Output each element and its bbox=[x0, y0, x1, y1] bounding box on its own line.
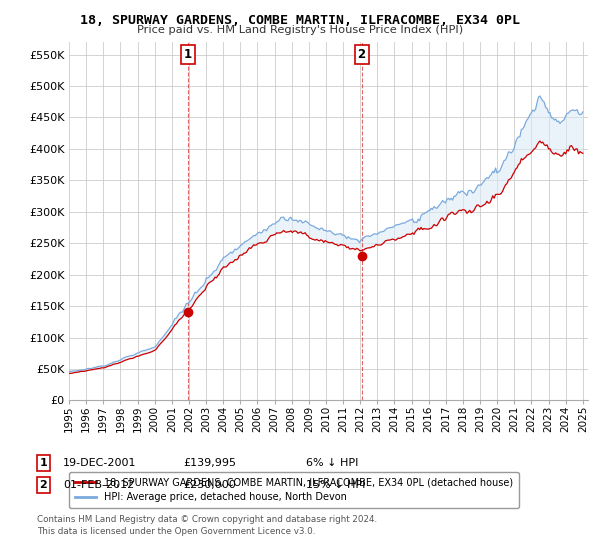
Text: This data is licensed under the Open Government Licence v3.0.: This data is licensed under the Open Gov… bbox=[37, 528, 316, 536]
Text: 19-DEC-2001: 19-DEC-2001 bbox=[63, 458, 137, 468]
Text: 2: 2 bbox=[358, 48, 365, 61]
Text: 6% ↓ HPI: 6% ↓ HPI bbox=[306, 458, 358, 468]
Text: Price paid vs. HM Land Registry's House Price Index (HPI): Price paid vs. HM Land Registry's House … bbox=[137, 25, 463, 35]
Legend: 18, SPURWAY GARDENS, COMBE MARTIN, ILFRACOMBE, EX34 0PL (detached house), HPI: A: 18, SPURWAY GARDENS, COMBE MARTIN, ILFRA… bbox=[68, 472, 518, 508]
Text: 15% ↓ HPI: 15% ↓ HPI bbox=[306, 480, 365, 490]
Text: £230,000: £230,000 bbox=[183, 480, 236, 490]
Text: 2: 2 bbox=[40, 480, 47, 490]
Text: Contains HM Land Registry data © Crown copyright and database right 2024.: Contains HM Land Registry data © Crown c… bbox=[37, 515, 377, 524]
Text: 01-FEB-2012: 01-FEB-2012 bbox=[63, 480, 134, 490]
Text: 1: 1 bbox=[184, 48, 192, 61]
Text: 18, SPURWAY GARDENS, COMBE MARTIN, ILFRACOMBE, EX34 0PL: 18, SPURWAY GARDENS, COMBE MARTIN, ILFRA… bbox=[80, 14, 520, 27]
Text: £139,995: £139,995 bbox=[183, 458, 236, 468]
Text: 1: 1 bbox=[40, 458, 47, 468]
